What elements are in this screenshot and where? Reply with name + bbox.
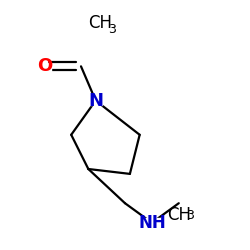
Text: NH: NH [138, 214, 166, 232]
Text: CH: CH [88, 14, 112, 32]
Bar [90, 97, 102, 106]
Bar [38, 63, 51, 72]
Text: 3: 3 [186, 209, 194, 222]
Text: CH: CH [167, 206, 191, 224]
Bar [143, 218, 161, 230]
Text: O: O [37, 57, 52, 75]
Text: 3: 3 [108, 23, 116, 36]
Text: N: N [88, 92, 103, 110]
